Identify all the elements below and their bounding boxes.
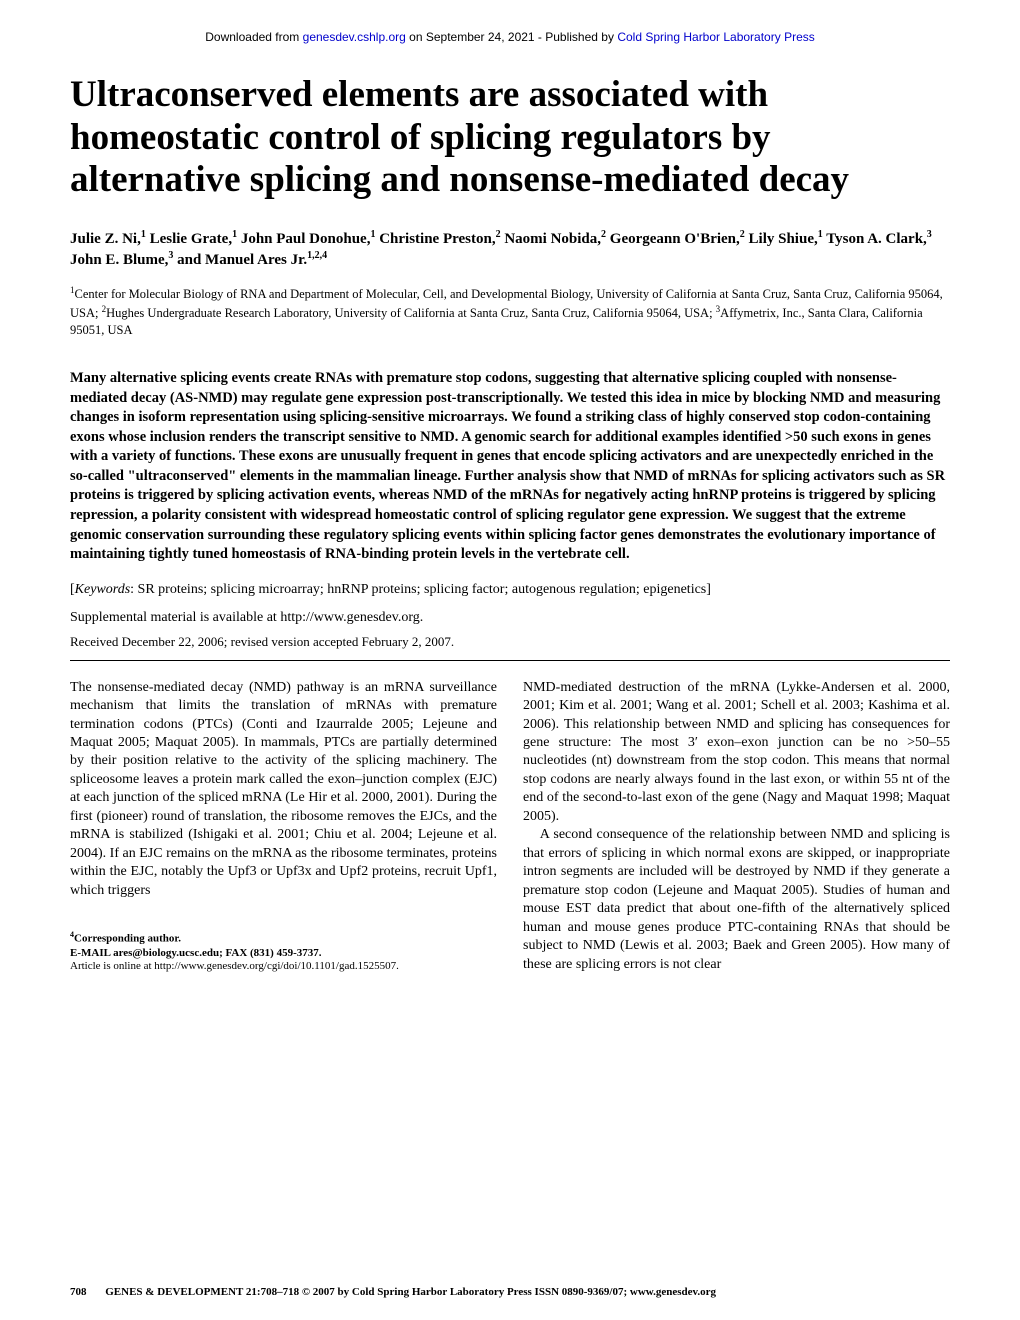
article-title: Ultraconserved elements are associated w… <box>70 74 950 202</box>
abstract: Many alternative splicing events create … <box>70 369 950 565</box>
keywords: [Keywords: SR proteins; splicing microar… <box>70 581 950 600</box>
page-number: 708 <box>70 1286 87 1298</box>
download-link-2[interactable]: Cold Spring Harbor Laboratory Press <box>617 30 814 44</box>
body-para-right-2: A second consequence of the relationship… <box>523 826 950 974</box>
supplemental-note: Supplemental material is available at ht… <box>70 610 950 626</box>
authors: Julie Z. Ni,1 Leslie Grate,1 John Paul D… <box>70 228 950 271</box>
corresponding-email: E-MAIL ares@biology.ucsc.edu; FAX (831) … <box>70 947 497 961</box>
download-bar: Downloaded from genesdev.cshlp.org on Se… <box>70 30 950 44</box>
journal-info: GENES & DEVELOPMENT 21:708–718 © 2007 by… <box>105 1286 716 1298</box>
page-footer: 708 GENES & DEVELOPMENT 21:708–718 © 200… <box>70 1286 950 1298</box>
left-column: The nonsense-mediated decay (NMD) pathwa… <box>70 679 497 975</box>
body-para-right-1: NMD-mediated destruction of the mRNA (Ly… <box>523 679 950 827</box>
received-note: Received December 22, 2006; revised vers… <box>70 634 950 650</box>
body-columns: The nonsense-mediated decay (NMD) pathwa… <box>70 679 950 975</box>
corresponding-author-block: 4Corresponding author. E-MAIL ares@biolo… <box>70 930 497 974</box>
keywords-label: Keywords <box>75 582 130 597</box>
right-column: NMD-mediated destruction of the mRNA (Ly… <box>523 679 950 975</box>
affiliations: 1Center for Molecular Biology of RNA and… <box>70 284 950 339</box>
corresponding-article: Article is online at http://www.genesdev… <box>70 960 497 974</box>
section-divider <box>70 660 950 661</box>
download-mid: on September 24, 2021 - Published by <box>406 30 617 44</box>
download-prefix: Downloaded from <box>205 30 302 44</box>
download-link-1[interactable]: genesdev.cshlp.org <box>303 30 406 44</box>
corresponding-label: Corresponding author. <box>74 933 181 945</box>
body-para-left: The nonsense-mediated decay (NMD) pathwa… <box>70 679 497 901</box>
keywords-text: : SR proteins; splicing microarray; hnRN… <box>130 582 711 597</box>
